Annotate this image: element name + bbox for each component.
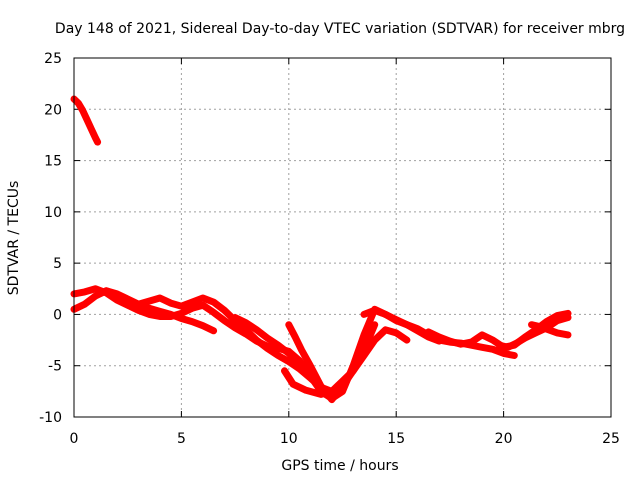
x-tick-label: 25	[602, 431, 620, 447]
y-tick-label: 0	[53, 307, 62, 323]
series-layer	[70, 95, 572, 404]
x-tick-label: 15	[387, 431, 405, 447]
tick-labels: 0 5 10 15 20 25 -10 -5 0 5 10 15 20 25	[39, 51, 620, 447]
x-tick-label: 5	[177, 431, 186, 447]
y-tick-label: 20	[44, 102, 62, 118]
y-tick-label: -5	[48, 359, 62, 375]
y-tick-label: -10	[39, 410, 62, 426]
x-tick-label: 20	[495, 431, 513, 447]
y-tick-label: 25	[44, 51, 62, 67]
series-arc-4	[102, 287, 218, 335]
series-arc-1	[70, 95, 102, 146]
plot-frame	[73, 57, 612, 418]
chart-title: Day 148 of 2021, Sidereal Day-to-day VTE…	[55, 21, 625, 37]
axis-ticks	[73, 57, 612, 418]
x-tick-label: 0	[70, 431, 79, 447]
x-axis-label: GPS time / hours	[281, 458, 398, 474]
series-arc-10	[495, 314, 572, 351]
series-arc-7	[281, 326, 411, 398]
y-tick-label: 5	[53, 256, 62, 272]
x-tick-label: 10	[280, 431, 298, 447]
y-axis-label: SDTVAR / TECUs	[6, 181, 22, 296]
grid-lines	[74, 58, 611, 417]
y-tick-label: 15	[44, 154, 62, 170]
y-tick-label: 10	[44, 205, 62, 221]
series-arc-11	[528, 321, 572, 339]
